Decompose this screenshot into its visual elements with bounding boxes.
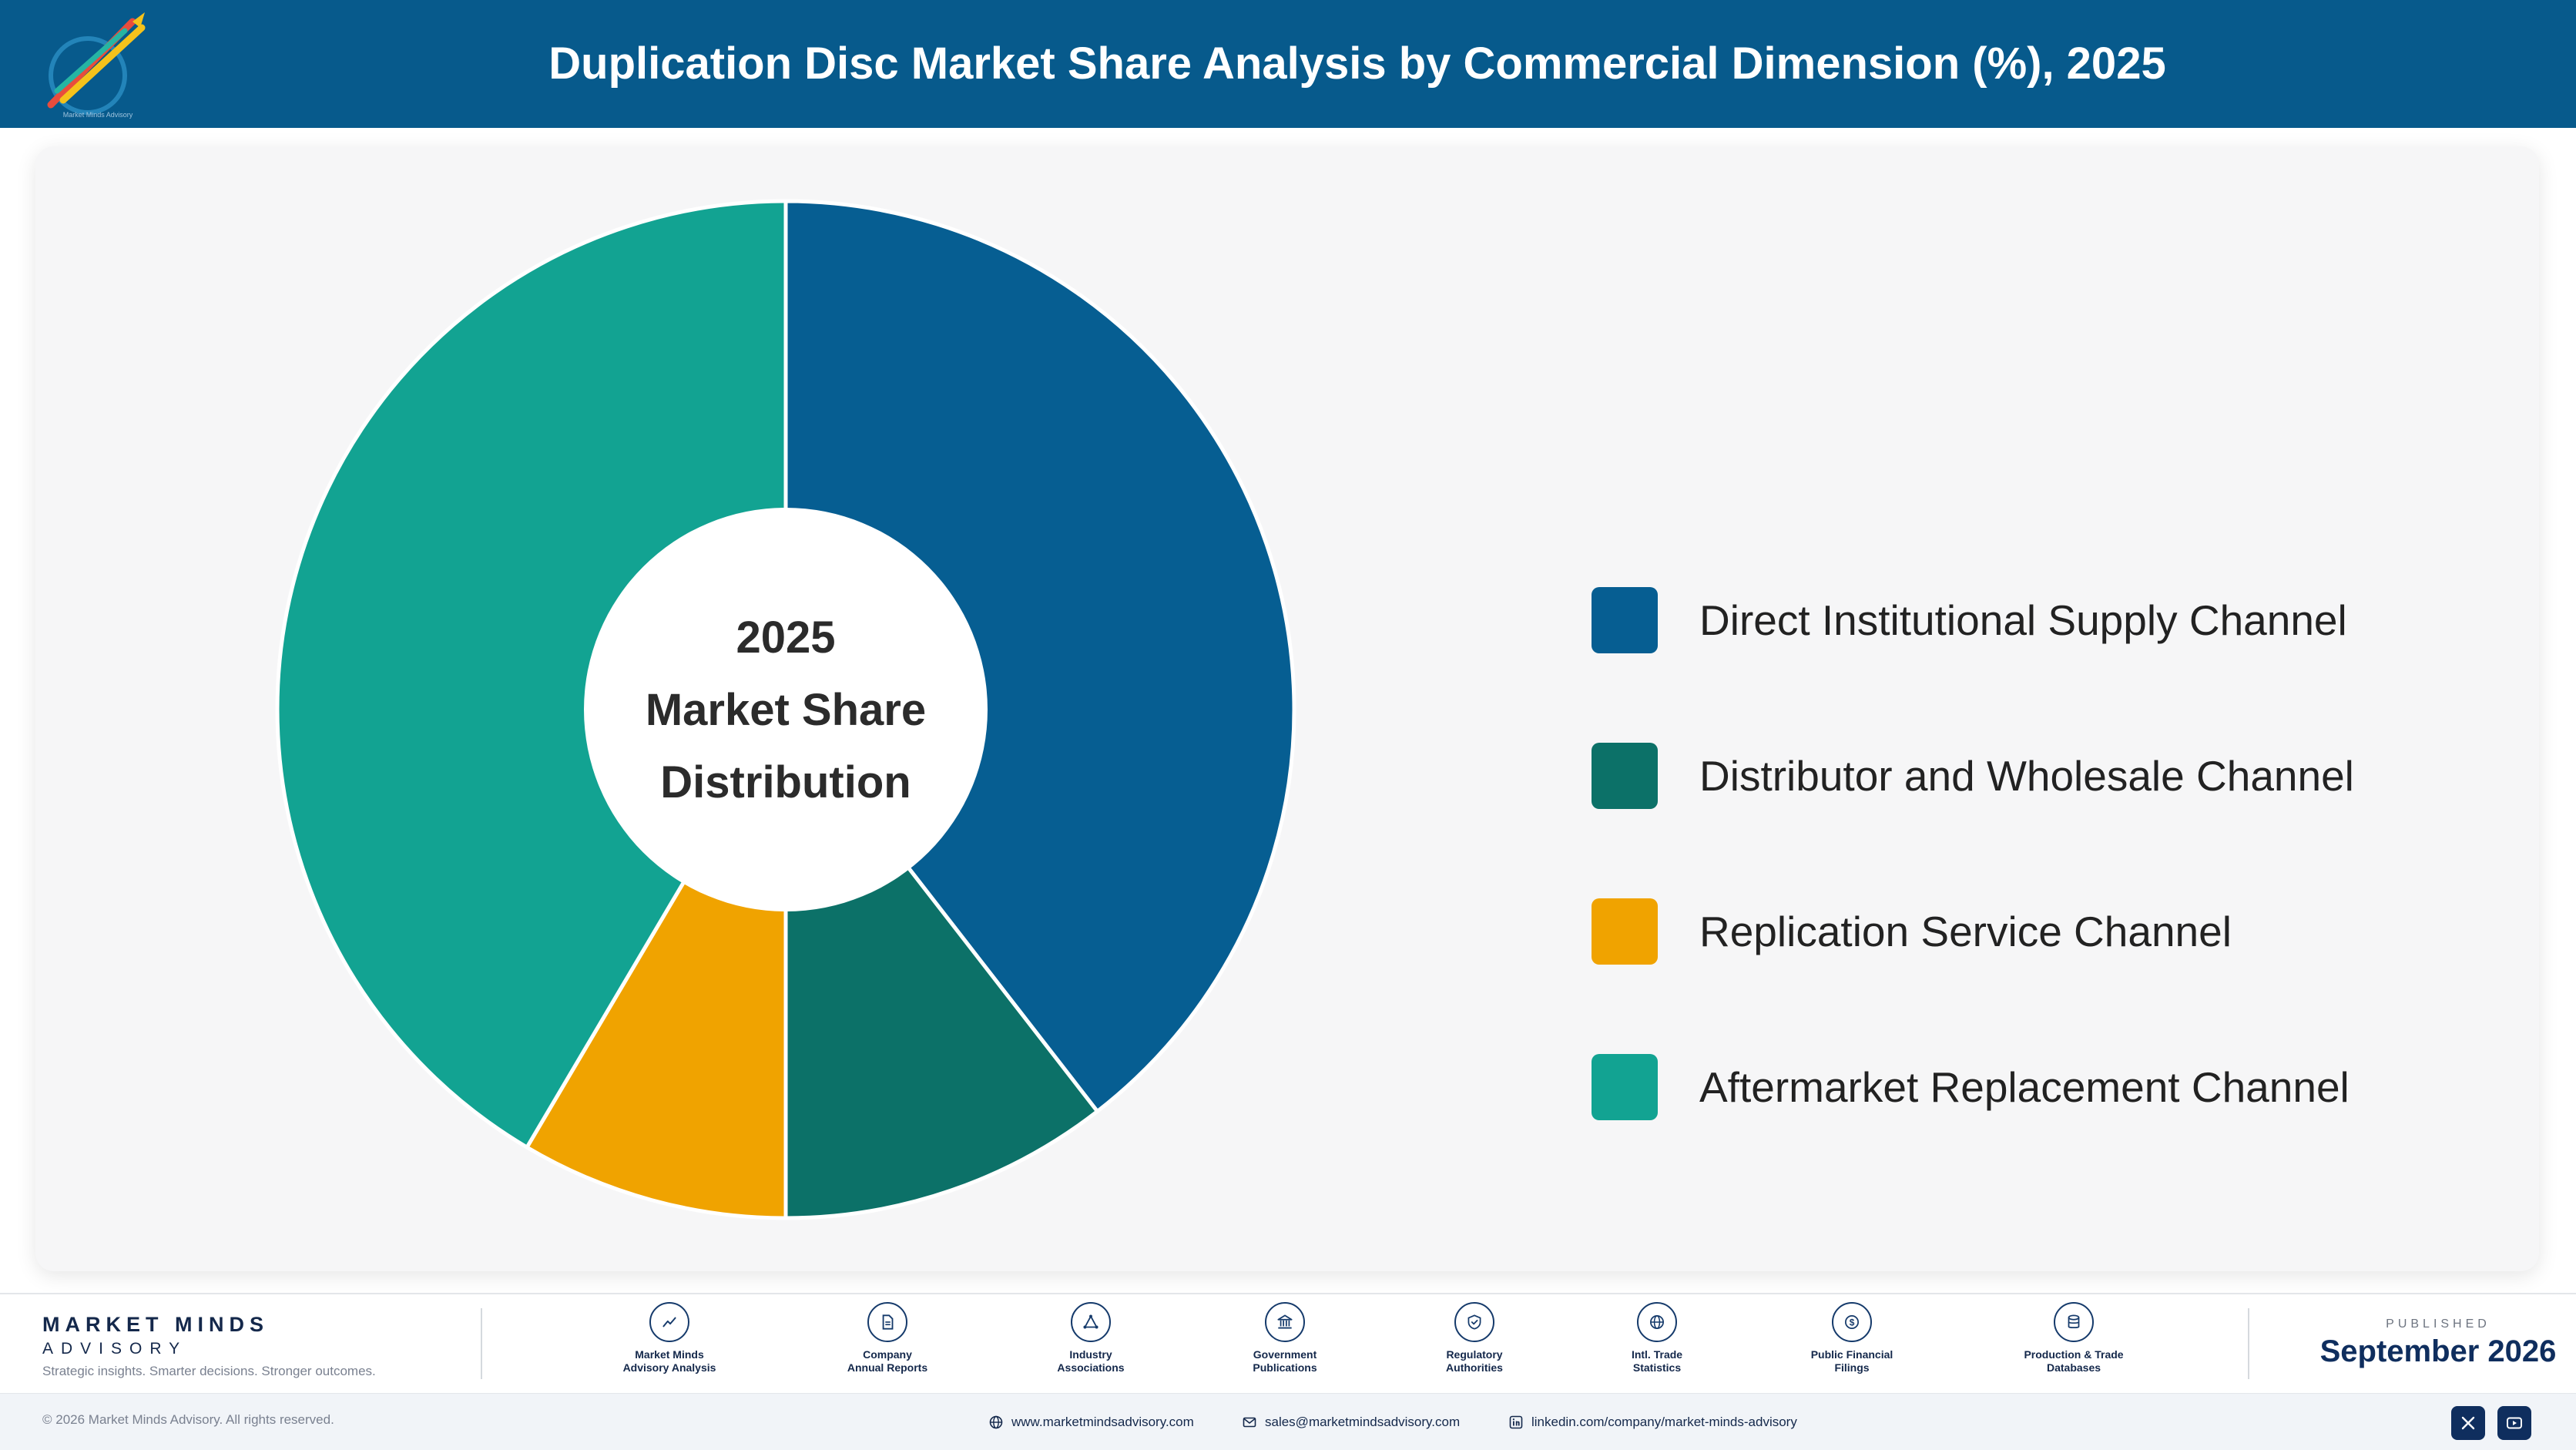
brand-sub: ADVISORY — [42, 1340, 188, 1358]
pie-slice-4[interactable] — [275, 199, 788, 1150]
source-label: Production & Trade Databases — [2024, 1348, 2124, 1374]
source-label: Market Minds Advisory Analysis — [622, 1348, 716, 1374]
source-item: Government Publications — [1200, 1302, 1370, 1387]
source-item: Production & Trade Databases — [1989, 1302, 2158, 1387]
trend-chart-icon — [649, 1302, 689, 1342]
source-label: Company Annual Reports — [847, 1348, 928, 1374]
center-label-line-1: 2025 — [736, 613, 835, 663]
data-sources: Market Minds Advisory Analysis Company An… — [0, 1294, 2576, 1395]
linkedin-icon — [1509, 1415, 1523, 1429]
donut-center — [584, 508, 988, 911]
legend-swatch — [1592, 1054, 1658, 1120]
legend-swatch — [1592, 898, 1658, 965]
logo-text: Market Minds Advisory — [63, 111, 133, 119]
center-label-line-3: Distribution — [660, 757, 911, 807]
source-item: Industry Associations — [1006, 1302, 1176, 1387]
footer-divider-left — [481, 1308, 482, 1379]
source-label: Industry Associations — [1057, 1348, 1125, 1374]
x-icon — [2461, 1416, 2475, 1430]
network-icon — [1071, 1302, 1111, 1342]
globe-icon — [989, 1415, 1003, 1429]
website-text: www.marketmindsadvisory.com — [1011, 1415, 1194, 1429]
legend-label: Distributor and Wholesale Channel — [1699, 752, 2354, 800]
mail-icon — [1243, 1417, 1256, 1428]
legend-item[interactable]: Aftermarket Replacement Channel — [1592, 1052, 2439, 1122]
chart-card: 2025 Market Share Distribution Direct Inst… — [35, 146, 2539, 1271]
source-label: Public Financial Filings — [1810, 1348, 1893, 1374]
source-item: Market Minds Advisory Analysis — [585, 1302, 754, 1387]
svg-text:$: $ — [1850, 1317, 1855, 1327]
source-label: Regulatory Authorities — [1446, 1348, 1503, 1374]
pie-slice-1[interactable] — [783, 199, 1296, 1113]
pencil-rocket-logo-icon: Market Minds Advisory — [47, 12, 146, 119]
government-building-icon — [1265, 1302, 1305, 1342]
brand-tagline: Strategic insights. Smarter decisions. S… — [42, 1364, 376, 1378]
source-item: $ Public Financial Filings — [1767, 1302, 1937, 1387]
footer-bottom-bar: © 2026 Market Minds Advisory. All rights… — [0, 1393, 2576, 1450]
website-link[interactable]: www.marketmindsadvisory.com — [988, 1411, 1194, 1434]
shield-check-icon — [1454, 1302, 1494, 1342]
email-text: sales@marketmindsadvisory.com — [1265, 1415, 1461, 1429]
database-icon — [2054, 1302, 2094, 1342]
legend-swatch — [1592, 743, 1658, 809]
legend-label: Replication Service Channel — [1699, 908, 2232, 955]
brand-name: MARKET MINDS — [42, 1313, 269, 1336]
footer-divider-right — [2248, 1308, 2249, 1379]
source-label: Government Publications — [1253, 1348, 1317, 1374]
document-icon — [867, 1302, 907, 1342]
email-link[interactable]: sales@marketmindsadvisory.com — [1242, 1411, 1460, 1434]
source-item: Company Annual Reports — [803, 1302, 972, 1387]
source-label: Intl. Trade Statistics — [1631, 1348, 1683, 1374]
source-item: Intl. Trade Statistics — [1572, 1302, 1742, 1387]
page-title: Duplication Disc Market Share Analysis b… — [548, 39, 2166, 89]
center-label-line-2: Market Share — [646, 685, 926, 735]
copyright: © 2026 Market Minds Advisory. All rights… — [42, 1412, 334, 1427]
legend-label: Direct Institutional Supply Channel — [1699, 596, 2347, 644]
donut-chart: 2025 Market Share Distribution — [275, 199, 1296, 1220]
x-social-button[interactable] — [2451, 1406, 2485, 1440]
youtube-social-button[interactable] — [2497, 1406, 2531, 1440]
linkedin-text: linkedin.com/company/market-minds-adviso… — [1531, 1415, 1797, 1429]
legend-item[interactable]: Distributor and Wholesale Channel — [1592, 741, 2439, 811]
source-item: Regulatory Authorities — [1390, 1302, 1559, 1387]
legend-label: Aftermarket Replacement Channel — [1699, 1063, 2350, 1111]
legend-swatch — [1592, 587, 1658, 653]
coin-icon: $ — [1832, 1302, 1872, 1342]
published-label: PUBLISHED — [2386, 1317, 2490, 1331]
header-bar: Market Minds Advisory Duplication Disc M… — [0, 0, 2576, 128]
legend-item[interactable]: Replication Service Channel — [1592, 897, 2439, 966]
published-date: September 2026 — [2319, 1334, 2557, 1368]
youtube-icon — [2507, 1417, 2522, 1429]
footer: MARKET MINDS ADVISORY Strategic insights… — [0, 1293, 2576, 1450]
linkedin-link[interactable]: linkedin.com/company/market-minds-adviso… — [1508, 1411, 1797, 1434]
globe-icon — [1637, 1302, 1677, 1342]
legend-item[interactable]: Direct Institutional Supply Channel — [1592, 586, 2439, 655]
